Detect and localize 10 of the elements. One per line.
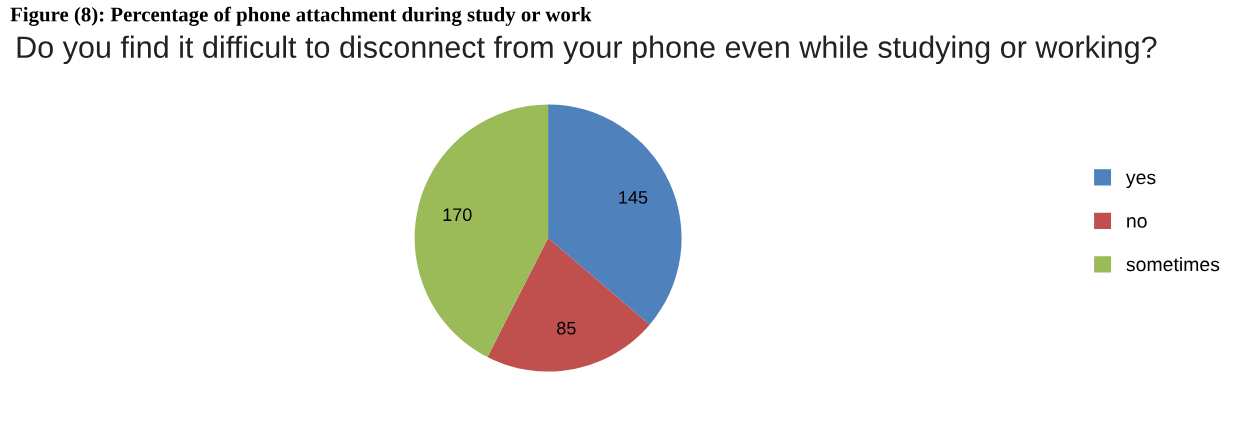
legend-label: sometimes [1126, 257, 1220, 272]
data-label: 85 [557, 321, 576, 335]
pie-slice [487, 238, 650, 372]
chart-title: Figure (8): Percentage of phone attachment during study or work [10, 6, 592, 26]
data-label: 170 [443, 208, 472, 222]
data-label: 145 [619, 191, 648, 204]
chart-subtitle: Do you find it difficult to disconnect from your phone even while studying or working? [17, 35, 1157, 65]
legend-label: no [1127, 217, 1147, 228]
legend-label: yes [1125, 173, 1156, 189]
pie-slice [414, 104, 549, 358]
